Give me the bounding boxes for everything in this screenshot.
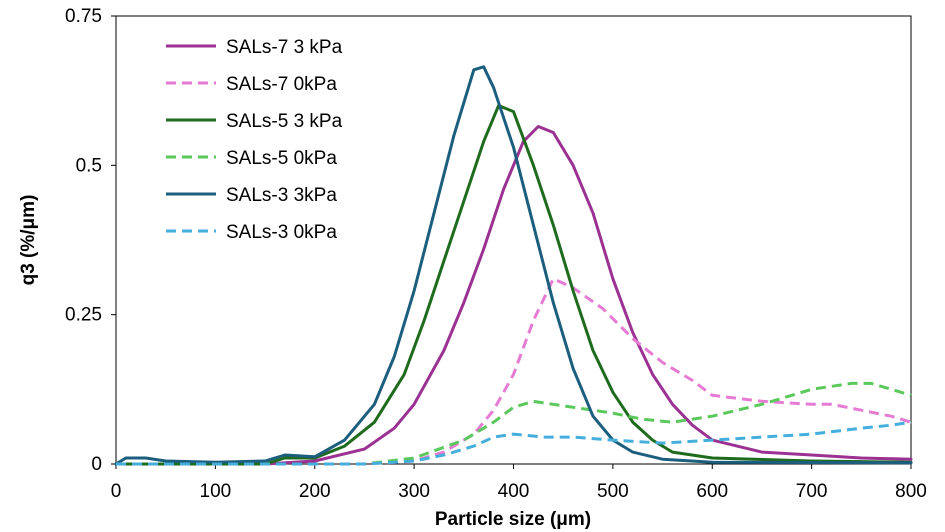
x-axis-title: Particle size (μm) — [435, 509, 591, 530]
y-tick-label: 0.5 — [76, 155, 102, 176]
legend-label: SALs-3 0kPa — [226, 222, 337, 243]
y-tick-label: 0 — [91, 454, 102, 475]
legend-label: SALs-3 3kPa — [226, 185, 337, 206]
x-tick-label: 200 — [299, 481, 331, 502]
series-line-4 — [114, 65, 913, 466]
legend-label: SALs-5 3 kPa — [226, 111, 343, 132]
legend: SALs-7 3 kPa SALs-7 0kPa SALs-5 3 kPa SALs-… — [166, 37, 343, 243]
series-line-5 — [116, 420, 912, 466]
x-tick-label: 700 — [796, 481, 828, 502]
x-tick-label: 0 — [111, 481, 122, 502]
x-tick-label: 300 — [398, 481, 430, 502]
series-line-0 — [114, 125, 913, 466]
legend-label: SALs-7 0kPa — [226, 74, 337, 95]
y-tick-label: 0.75 — [65, 6, 102, 27]
plot-area-frame — [115, 15, 912, 465]
x-tick-label: 600 — [696, 481, 728, 502]
series-layer — [114, 65, 913, 466]
legend-label: SALs-7 3 kPa — [226, 37, 343, 58]
y-axis-title: q3 (%/μm) — [18, 195, 39, 286]
x-tick-label: 800 — [895, 481, 927, 502]
y-axis-ticks: 0 0.25 0.5 0.75 — [65, 6, 116, 475]
y-tick-label: 0.25 — [65, 305, 102, 326]
x-tick-label: 100 — [200, 481, 232, 502]
legend-label: SALs-5 0kPa — [226, 148, 337, 169]
x-tick-label: 400 — [498, 481, 530, 502]
x-tick-label: 500 — [597, 481, 629, 502]
x-axis-ticks: 0 100 200 300 400 500 600 700 800 — [111, 464, 927, 502]
series-line-3 — [116, 381, 912, 466]
